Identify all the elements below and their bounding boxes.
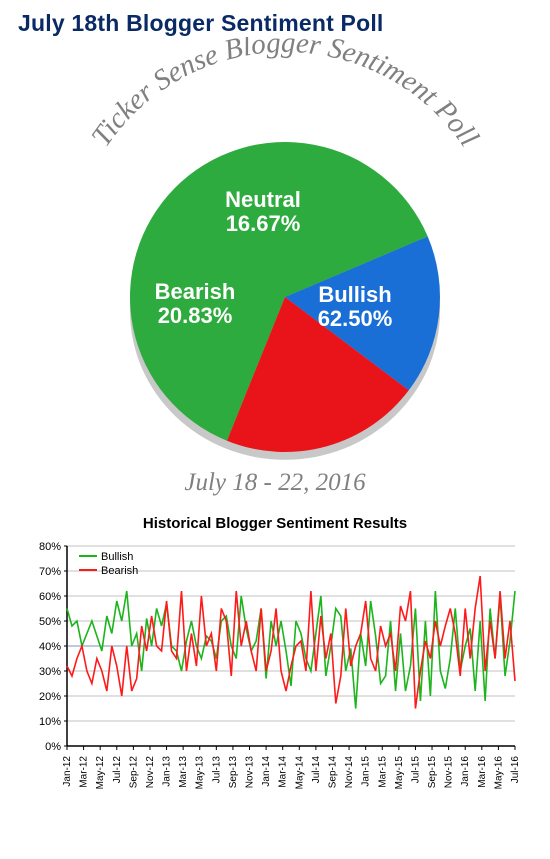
- y-tick-label: 80%: [39, 541, 61, 553]
- x-tick-label: Jul-13: [211, 756, 222, 784]
- y-tick-label: 30%: [39, 666, 61, 678]
- x-tick-label: Nov-14: [344, 756, 355, 789]
- y-tick-label: 40%: [39, 641, 61, 653]
- x-tick-label: Mar-13: [178, 756, 189, 788]
- y-tick-label: 60%: [39, 591, 61, 603]
- x-tick-label: May-16: [493, 756, 504, 790]
- pie-label-bullish: Bullish62.50%: [318, 282, 393, 331]
- pie-chart: Ticker Sense Blogger Sentiment Poll Bulli…: [35, 37, 515, 467]
- x-tick-label: Sep-15: [427, 756, 438, 789]
- y-tick-label: 70%: [39, 566, 61, 578]
- pie-arc-title: Ticker Sense Blogger Sentiment Poll: [85, 37, 485, 152]
- x-tick-label: Sep-14: [327, 756, 338, 789]
- pie-label-neutral: Neutral16.67%: [225, 187, 301, 236]
- x-tick-label: Nov-12: [145, 756, 156, 789]
- x-tick-label: Jan-16: [460, 756, 471, 787]
- y-tick-label: 50%: [39, 616, 61, 628]
- x-tick-label: Jan-14: [261, 756, 272, 787]
- x-tick-label: Nov-13: [245, 756, 256, 789]
- x-tick-label: Sep-13: [228, 756, 239, 789]
- line-chart-title: Historical Blogger Sentiment Results: [25, 515, 525, 532]
- x-tick-label: Mar-14: [278, 756, 289, 788]
- x-tick-label: Nov-15: [444, 756, 455, 789]
- legend-label-bearish: Bearish: [101, 565, 138, 577]
- x-tick-label: Sep-12: [128, 756, 139, 789]
- x-tick-label: May-14: [294, 756, 305, 790]
- y-tick-label: 20%: [39, 691, 61, 703]
- y-tick-label: 10%: [39, 716, 61, 728]
- pie-label-bearish: Bearish20.83%: [155, 279, 236, 328]
- x-tick-label: Jul-12: [112, 756, 123, 784]
- x-tick-label: Jan-12: [62, 756, 73, 787]
- x-tick-label: May-15: [394, 756, 405, 790]
- page-title: July 18th Blogger Sentiment Poll: [18, 10, 532, 37]
- x-tick-label: May-12: [95, 756, 106, 790]
- legend-label-bullish: Bullish: [101, 551, 133, 563]
- x-tick-label: Jan-13: [162, 756, 173, 787]
- x-tick-label: Mar-12: [79, 756, 90, 788]
- x-tick-label: May-13: [195, 756, 206, 790]
- x-tick-label: Jul-16: [510, 756, 521, 784]
- y-tick-label: 0%: [45, 741, 61, 753]
- x-tick-label: Jul-14: [311, 756, 322, 784]
- x-tick-label: Jul-15: [410, 756, 421, 784]
- x-tick-label: Mar-16: [477, 756, 488, 788]
- series-bullish: [67, 591, 515, 709]
- x-tick-label: Jan-15: [361, 756, 372, 787]
- x-tick-label: Mar-15: [377, 756, 388, 788]
- historical-line-chart: Historical Blogger Sentiment Results 0% 1…: [25, 515, 525, 821]
